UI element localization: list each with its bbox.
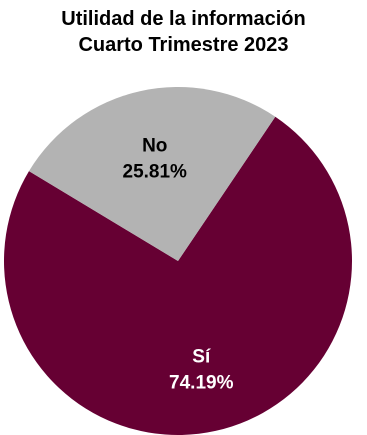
chart-subtitle: Cuarto Trimestre 2023 [78, 34, 289, 56]
pie-slice-no [28, 87, 276, 262]
slice-label-no: No [142, 136, 167, 157]
chart-title: Utilidad de la información [61, 8, 306, 30]
slice-label-si: Sí [192, 346, 211, 367]
chart-title-block: Utilidad de la información Cuarto Trimes… [0, 6, 367, 58]
slice-value-si: 74.19% [169, 372, 234, 393]
pie-slice-si [4, 116, 353, 435]
slice-value-no: 25.81% [123, 162, 188, 183]
